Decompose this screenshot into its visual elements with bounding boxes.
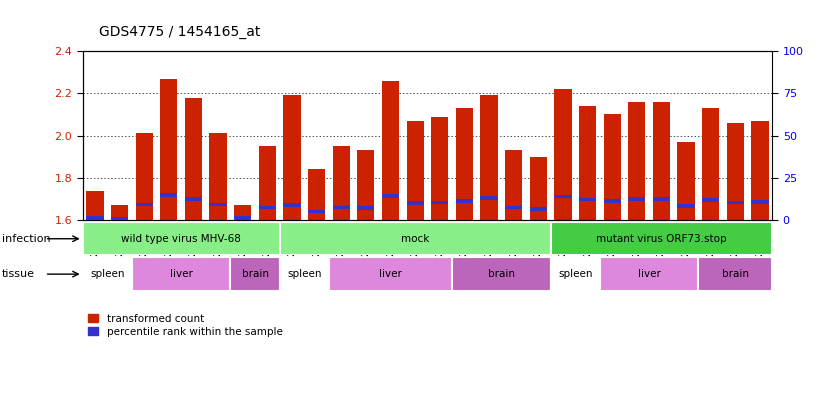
Text: mock: mock — [401, 234, 430, 244]
Text: mutant virus ORF73.stop: mutant virus ORF73.stop — [596, 234, 727, 244]
Text: tissue: tissue — [2, 269, 35, 279]
Bar — [677, 204, 695, 208]
Text: brain: brain — [241, 269, 268, 279]
Bar — [230, 257, 280, 291]
Bar — [752, 200, 769, 204]
Bar — [452, 257, 551, 291]
Bar — [280, 222, 551, 255]
Bar — [160, 193, 178, 196]
Bar — [329, 257, 452, 291]
Bar — [481, 95, 497, 220]
Text: wild type virus MHV-68: wild type virus MHV-68 — [121, 234, 241, 244]
Bar — [132, 257, 230, 291]
Bar — [702, 108, 719, 220]
Bar — [382, 81, 399, 220]
Bar — [406, 201, 424, 205]
Bar — [505, 151, 522, 220]
Bar — [185, 97, 202, 220]
Bar — [406, 121, 424, 220]
Bar — [259, 206, 276, 209]
Bar — [727, 201, 744, 204]
Bar — [677, 142, 695, 220]
Bar — [86, 216, 103, 220]
Text: liver: liver — [379, 269, 402, 279]
Bar — [358, 206, 374, 210]
Bar — [653, 197, 670, 201]
Bar — [629, 102, 645, 220]
Bar — [185, 197, 202, 201]
Text: brain: brain — [722, 269, 749, 279]
Bar — [551, 257, 600, 291]
Bar — [382, 195, 399, 198]
Bar — [579, 198, 596, 202]
Bar — [431, 200, 449, 204]
Bar — [111, 217, 128, 220]
Bar — [604, 199, 621, 203]
Bar — [529, 157, 547, 220]
Bar — [481, 196, 497, 200]
Bar — [358, 151, 374, 220]
Bar — [505, 206, 522, 209]
Bar — [234, 217, 251, 220]
Bar — [135, 134, 153, 220]
Bar — [111, 205, 128, 220]
Bar — [210, 202, 226, 206]
Bar — [456, 108, 473, 220]
Bar — [600, 257, 699, 291]
Bar — [727, 123, 744, 220]
Text: spleen: spleen — [558, 269, 592, 279]
Bar — [210, 134, 226, 220]
Bar — [529, 207, 547, 211]
Bar — [551, 222, 772, 255]
Bar — [579, 106, 596, 220]
Bar — [604, 114, 621, 220]
Bar — [653, 102, 670, 220]
Text: liver: liver — [638, 269, 661, 279]
Bar — [280, 257, 329, 291]
Bar — [83, 257, 132, 291]
Text: brain: brain — [488, 269, 515, 279]
Bar — [86, 191, 103, 220]
Bar — [234, 205, 251, 220]
Bar — [259, 146, 276, 220]
Bar — [160, 79, 178, 220]
Bar — [554, 195, 572, 198]
Bar — [283, 95, 301, 220]
Text: spleen: spleen — [287, 269, 321, 279]
Bar — [752, 121, 769, 220]
Legend: transformed count, percentile rank within the sample: transformed count, percentile rank withi… — [88, 314, 282, 337]
Bar — [699, 257, 772, 291]
Bar — [629, 197, 645, 201]
Bar — [431, 117, 449, 220]
Text: GDS4775 / 1454165_at: GDS4775 / 1454165_at — [99, 25, 260, 39]
Bar — [702, 198, 719, 202]
Bar — [135, 202, 153, 206]
Bar — [283, 203, 301, 207]
Bar — [308, 169, 325, 220]
Bar — [554, 89, 572, 220]
Text: infection: infection — [2, 234, 50, 244]
Bar — [83, 222, 280, 255]
Bar — [333, 206, 350, 209]
Text: liver: liver — [169, 269, 192, 279]
Text: spleen: spleen — [90, 269, 125, 279]
Bar — [308, 209, 325, 213]
Bar — [333, 146, 350, 220]
Bar — [456, 199, 473, 203]
